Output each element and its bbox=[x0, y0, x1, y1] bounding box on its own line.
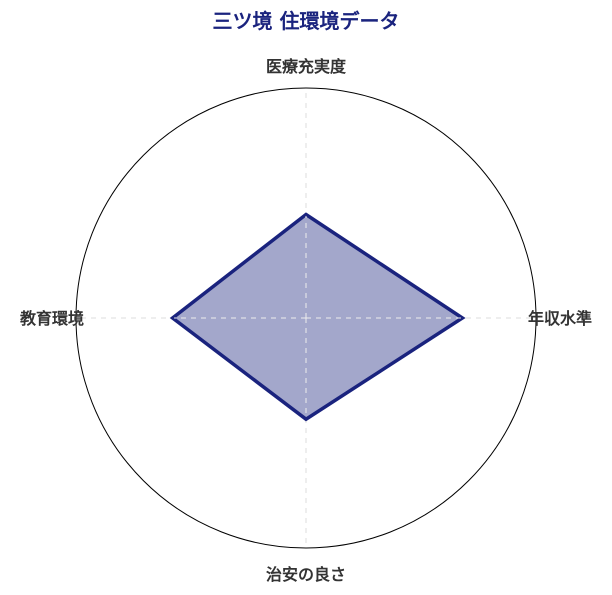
data-point bbox=[460, 316, 464, 320]
axis-label-education: 教育環境 bbox=[20, 309, 84, 328]
data-point bbox=[171, 316, 175, 320]
axis-label-safety: 治安の良さ bbox=[266, 565, 346, 584]
data-polygon bbox=[169, 212, 466, 422]
outer-ring bbox=[75, 87, 537, 549]
axis-label-income: 年収水準 bbox=[528, 309, 592, 328]
data-point bbox=[304, 213, 308, 216]
axis-label-medical: 医療充実度 bbox=[266, 57, 347, 76]
chart-title: 三ツ境 住環境データ bbox=[213, 9, 400, 33]
data-point bbox=[304, 417, 308, 421]
